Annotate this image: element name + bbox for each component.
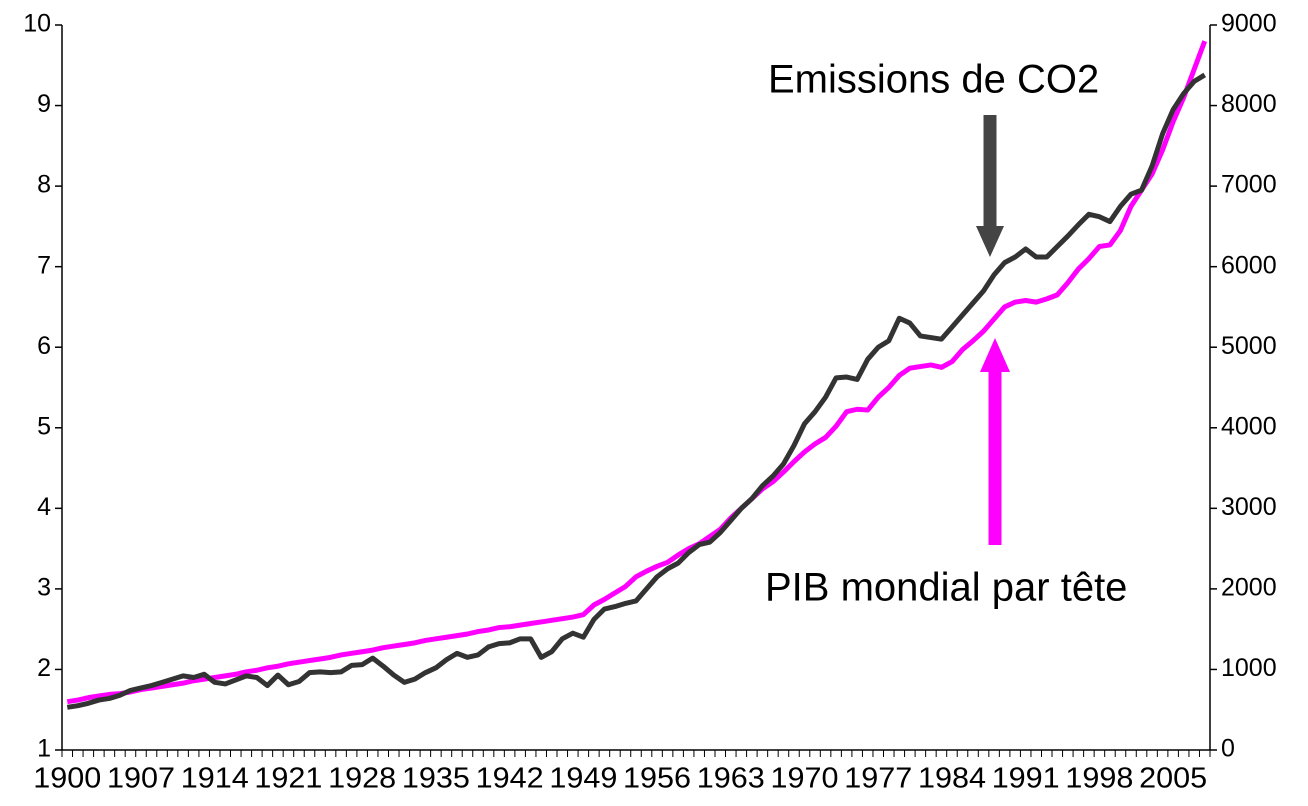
x-tick-label: 1907 xyxy=(107,763,175,795)
co2-annotation: Emissions de CO2 xyxy=(768,58,1099,102)
y2-tick-label: 5000 xyxy=(1221,332,1277,360)
y-tick-label: 5 xyxy=(37,412,51,440)
y2-tick-label: 6000 xyxy=(1221,251,1277,279)
x-tick-label: 1935 xyxy=(402,763,470,795)
y-tick-label: 7 xyxy=(37,251,51,279)
x-tick-label: 1949 xyxy=(549,763,617,795)
gdp-annotation: PIB mondial par tête xyxy=(765,566,1127,610)
x-tick-label: 1977 xyxy=(844,763,912,795)
x-tick-label: 1900 xyxy=(33,763,101,795)
series-line xyxy=(66,40,1208,705)
y-tick-label: 10 xyxy=(23,10,51,38)
series-line xyxy=(66,72,1207,710)
x-tick-label: 1970 xyxy=(771,763,839,795)
y-tick-label: 4 xyxy=(37,493,51,521)
y-tick-label: 1 xyxy=(37,735,51,763)
co2-arrow-head xyxy=(976,226,1004,257)
y-tick-label: 2 xyxy=(37,654,51,682)
x-tick-label: 1963 xyxy=(697,763,765,795)
y2-tick-label: 8000 xyxy=(1221,90,1277,118)
gdp-arrow-head xyxy=(980,338,1010,372)
x-tick-label: 1998 xyxy=(1065,763,1133,795)
y2-tick-label: 2000 xyxy=(1221,573,1277,601)
x-tick-label: 1921 xyxy=(254,763,322,795)
x-tick-label: 1928 xyxy=(328,763,396,795)
x-tick-label: 1956 xyxy=(623,763,691,795)
x-tick-label: 1991 xyxy=(992,763,1060,795)
y2-tick-label: 4000 xyxy=(1221,412,1277,440)
x-tick-label: 2005 xyxy=(1139,763,1207,795)
y2-tick-label: 3000 xyxy=(1221,493,1277,521)
x-tick-label: 1984 xyxy=(918,763,986,795)
y-tick-label: 6 xyxy=(37,332,51,360)
y2-tick-label: 7000 xyxy=(1221,171,1277,199)
y-tick-label: 3 xyxy=(37,573,51,601)
y2-tick-label: 9000 xyxy=(1221,10,1277,38)
x-tick-label: 1914 xyxy=(181,763,249,795)
y-tick-label: 9 xyxy=(37,90,51,118)
y2-tick-label: 0 xyxy=(1221,735,1235,763)
y2-tick-label: 1000 xyxy=(1221,654,1277,682)
x-tick-label: 1942 xyxy=(476,763,544,795)
y-tick-label: 8 xyxy=(37,171,51,199)
